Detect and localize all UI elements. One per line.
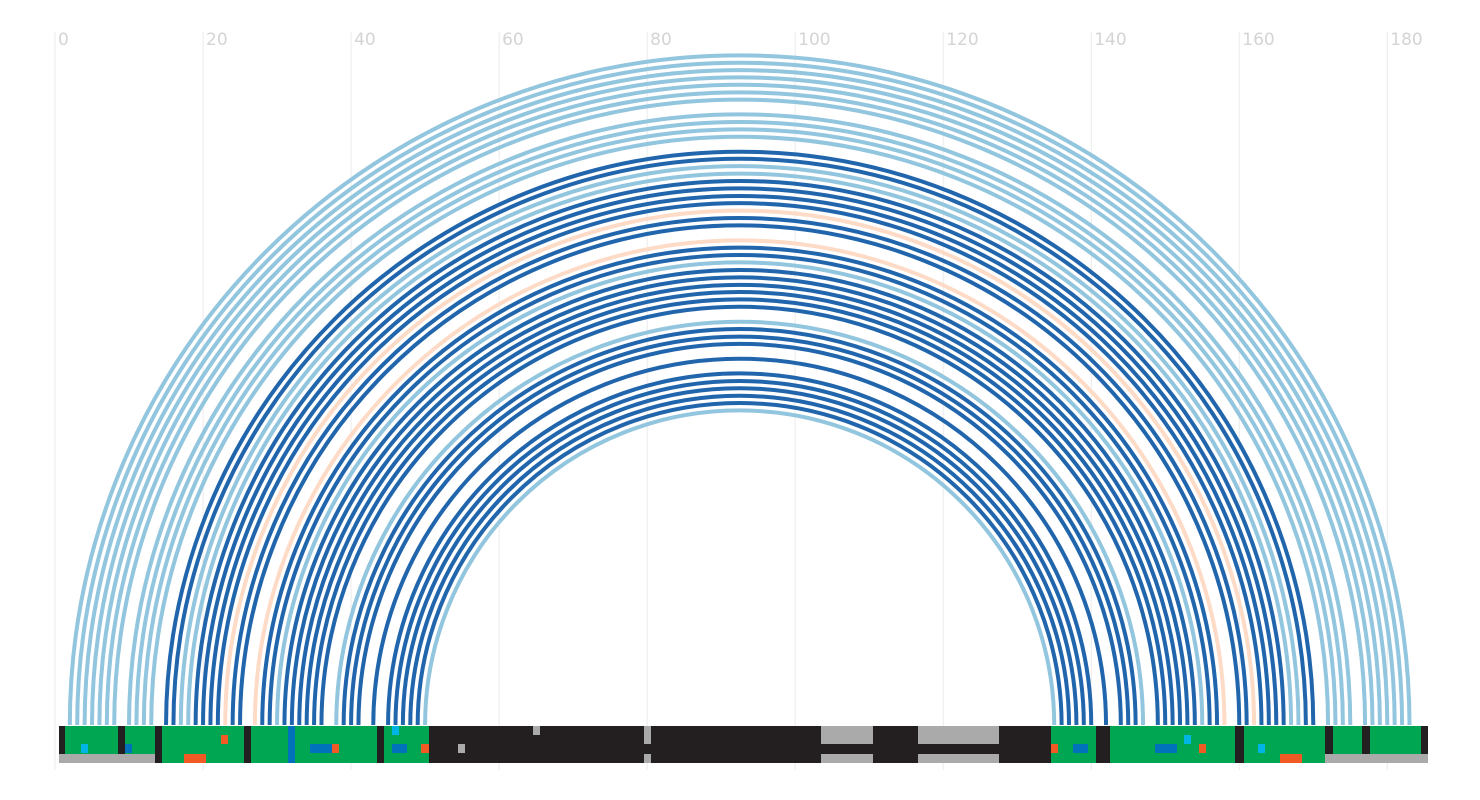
- track-cyan: [1258, 744, 1265, 753]
- arc: [193, 178, 1286, 726]
- track-blue: [392, 744, 407, 753]
- arc: [371, 356, 1109, 726]
- arc: [356, 342, 1123, 726]
- arc: [201, 186, 1279, 726]
- arc: [186, 171, 1294, 726]
- arc: [262, 248, 1217, 725]
- track-grey: [918, 754, 999, 763]
- track-green: [1333, 726, 1362, 754]
- arc: [178, 164, 1301, 726]
- track-grey: [59, 754, 155, 763]
- arc: [104, 90, 1375, 726]
- track-grey: [918, 726, 999, 744]
- arc: [141, 127, 1338, 726]
- track-blue: [288, 726, 295, 763]
- track-cyan: [81, 744, 88, 753]
- x-tick-label: 60: [502, 30, 524, 50]
- track-orange: [1280, 754, 1302, 763]
- track-grey: [533, 726, 540, 735]
- track-blue: [310, 744, 332, 753]
- x-tick-label: 180: [1390, 30, 1422, 50]
- x-tick-label: 120: [946, 30, 978, 50]
- arc: [97, 82, 1382, 726]
- arc: [112, 97, 1368, 726]
- track-orange: [1199, 744, 1206, 753]
- arc: [319, 304, 1160, 726]
- arc: [238, 223, 1242, 726]
- arc: [341, 327, 1138, 726]
- track-orange: [221, 735, 228, 744]
- arc: [334, 319, 1146, 726]
- track-grey: [821, 726, 873, 744]
- track-cyan: [1184, 735, 1191, 744]
- arc: [275, 261, 1205, 726]
- arc: [408, 394, 1072, 726]
- arc: [252, 238, 1227, 726]
- track-green: [1370, 726, 1421, 754]
- track-grey: [1325, 754, 1428, 763]
- track-orange: [332, 744, 339, 753]
- track-orange: [184, 754, 206, 763]
- arc: [289, 275, 1190, 726]
- arc: [423, 408, 1057, 726]
- arc: [67, 53, 1412, 726]
- arc: [90, 75, 1390, 726]
- sequence-track: [59, 726, 1428, 763]
- arc: [134, 120, 1345, 726]
- track-orange: [1051, 744, 1058, 753]
- arc: [403, 388, 1077, 725]
- track-grey: [821, 754, 873, 763]
- arc: [223, 209, 1257, 726]
- track-blue: [1155, 744, 1177, 753]
- x-tick-label: 0: [58, 30, 69, 50]
- x-tick-label: 40: [354, 30, 376, 50]
- arc: [230, 216, 1249, 726]
- track-dark: [644, 744, 651, 754]
- arc: [386, 371, 1094, 726]
- arc: [282, 267, 1197, 726]
- arc: [415, 401, 1064, 726]
- track-blue: [1073, 744, 1088, 753]
- x-tick-label: 80: [650, 30, 672, 50]
- x-tick-label: 100: [798, 30, 830, 50]
- x-tick-label: 160: [1242, 30, 1274, 50]
- arc: [129, 114, 1350, 725]
- track-green: [65, 726, 118, 754]
- x-tick-label: 20: [206, 30, 228, 50]
- x-tick-label: 140: [1094, 30, 1126, 50]
- track-cyan: [392, 726, 399, 735]
- arc: [208, 193, 1271, 726]
- track-orange: [421, 744, 429, 753]
- arc: [297, 282, 1183, 726]
- track-blue: [125, 744, 132, 753]
- arc: [149, 134, 1331, 726]
- track-grey: [458, 744, 465, 753]
